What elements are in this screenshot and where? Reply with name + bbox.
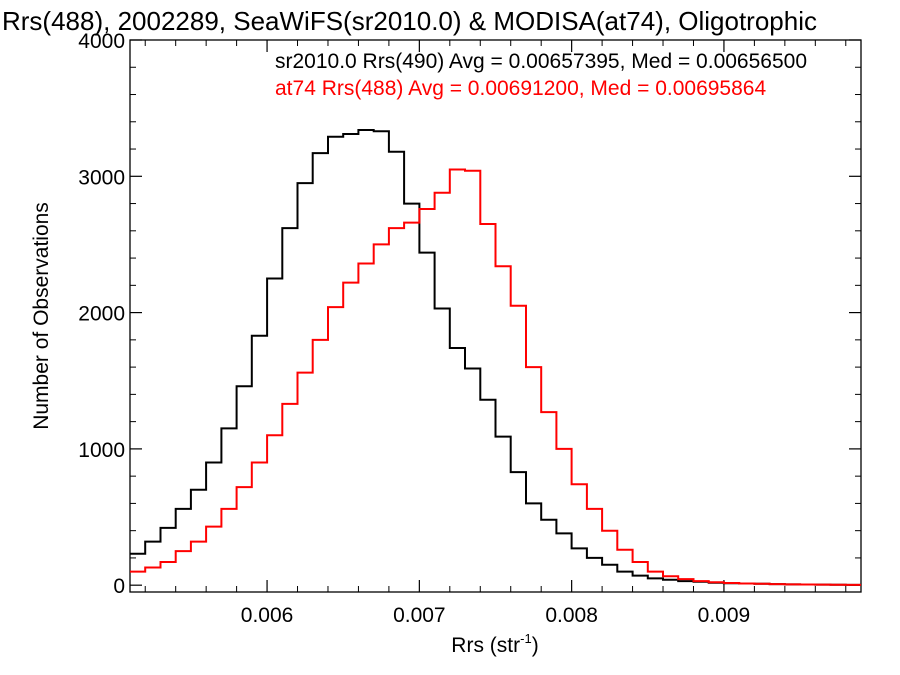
- x-tick-label: 0.007: [393, 604, 446, 627]
- annotation-1: sr2010.0 Rrs(490) Avg = 0.00657395, Med …: [275, 50, 807, 73]
- x-tick-label: 0.009: [698, 604, 751, 627]
- y-tick-label: 4000: [78, 30, 125, 53]
- y-tick-label: 1000: [78, 439, 125, 462]
- annotations: sr2010.0 Rrs(490) Avg = 0.00657395, Med …: [275, 50, 807, 100]
- axis-ticks: 0.006 0.007 0.008 0.009 0 1000 2000 3000 4000: [78, 30, 861, 627]
- y-tick-label: 0: [113, 575, 125, 598]
- x-tick-label: 0.006: [241, 604, 294, 627]
- plot-frame: [129, 39, 862, 593]
- chart-title: Rrs(488), 2002289, SeaWiFS(sr2010.0) & M…: [2, 6, 817, 36]
- y-tick-label: 3000: [78, 166, 125, 189]
- series-line-2: [130, 168, 861, 586]
- annotation-2: at74 Rrs(488) Avg = 0.00691200, Med = 0.…: [275, 77, 766, 100]
- y-axis-label: Number of Observations: [30, 202, 53, 430]
- series-group: [130, 129, 861, 586]
- x-tick-label: 0.008: [545, 604, 598, 627]
- series-line-1: [130, 129, 861, 586]
- x-axis-label: Rrs (str-1): [451, 631, 538, 657]
- y-tick-label: 2000: [78, 303, 125, 326]
